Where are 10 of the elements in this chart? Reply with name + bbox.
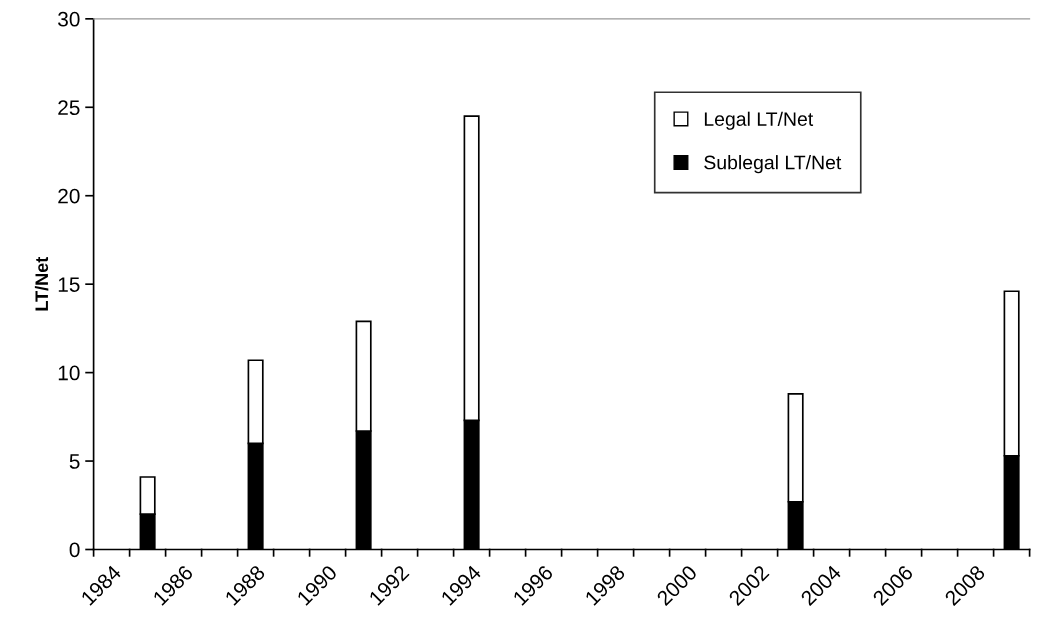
y-tick-label: 30	[58, 11, 80, 27]
y-tick-label: 20	[58, 188, 80, 204]
y-tick-label: 5	[69, 454, 80, 469]
legend-label: Sublegal LT/Net	[704, 155, 842, 174]
legend-label: Legal LT/Net	[704, 111, 814, 130]
y-tick-label: 0	[69, 542, 80, 558]
y-tick-label: 25	[58, 100, 80, 116]
y-axis-title: LT/Net	[34, 256, 49, 311]
y-tick-label: 10	[58, 365, 80, 381]
y-tick-label: 15	[58, 277, 80, 292]
